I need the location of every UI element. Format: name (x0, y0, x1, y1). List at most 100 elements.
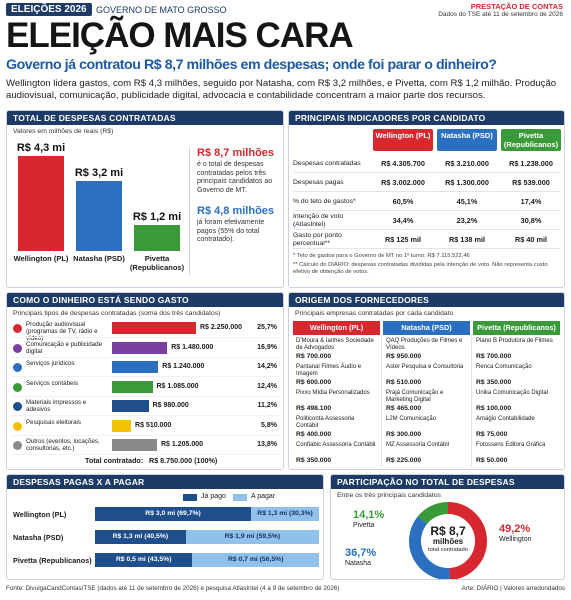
row-rule (11, 434, 279, 436)
cell: 23,2% (456, 216, 478, 225)
unpaid-label: R$ 1,9 mi (59,5%) (224, 533, 281, 540)
donut-slice (417, 502, 449, 525)
row-rule (293, 229, 561, 230)
supplier-name: Pixxo Mídia Personalizados (296, 390, 370, 396)
supplier-name: Prajá Comunicação e Marketing Digital (386, 390, 444, 403)
divider (189, 147, 190, 275)
supplier-value: R$ 700.000 (476, 353, 512, 360)
legend-swatch (183, 494, 197, 501)
supplier-value: R$ 300.000 (386, 431, 422, 438)
divider (381, 337, 382, 467)
row-label: Despesas pagas (293, 179, 344, 186)
paid-label: R$ 0,5 mi (43,5%) (115, 556, 172, 563)
category-label: Wellington (PL) (13, 254, 69, 263)
supplier-value: R$ 50.000 (476, 457, 508, 464)
supplier-value: R$ 100.000 (476, 405, 512, 412)
callout-value: R$ 8,7 milhões (197, 147, 275, 159)
bar (112, 419, 132, 432)
share-category: Natasha (345, 560, 372, 567)
value-label: R$ 1,2 mi (132, 210, 182, 223)
share-label: 16,9% (257, 343, 277, 351)
row-rule (11, 356, 279, 358)
supplier-name: Fotossens Editora Gráfica (476, 442, 546, 448)
row-rule (11, 337, 279, 338)
note: Principais empresas contratadas por cada… (295, 310, 454, 317)
icon (13, 363, 22, 372)
paid-panel: DESPESAS PAGAS X A PAGAR Já pago A pagar We… (6, 474, 324, 580)
category-label: Natasha (PSD) (13, 533, 64, 542)
indicators-panel: PRINCIPAIS INDICADORES POR CANDIDATO Well… (288, 110, 565, 288)
bar (112, 341, 168, 354)
cell: 30,8% (520, 216, 542, 225)
cell: 17,4% (520, 197, 542, 206)
footnote: * Teto de gastos para o Governo de MT no… (293, 253, 470, 259)
bar (18, 156, 64, 251)
panel-title: PRINCIPAIS INDICADORES POR CANDIDATO (289, 111, 564, 125)
supplier-name: QAQ Produções de Filmes e Vídeos (386, 338, 463, 351)
suppliers-panel: ORIGEM DOS FORNECEDORES Principais empres… (288, 292, 565, 470)
donut (409, 502, 487, 579)
subtitle: Governo já contratou R$ 8,7 milhões em d… (6, 57, 497, 73)
supplier-value: R$ 75.000 (476, 431, 508, 438)
legend-label: A pagar (251, 493, 276, 500)
share-panel: PARTICIPAÇÃO NO TOTAL DE DESPESAS Entre o… (330, 474, 565, 580)
cell: R$ 539.000 (512, 178, 550, 187)
unpaid-bar (251, 507, 319, 521)
supplier-value: R$ 400.000 (296, 431, 332, 438)
row-rule (293, 248, 561, 249)
unpaid-bar (192, 553, 319, 567)
note: Valores em milhões de reais (R$) (13, 128, 114, 135)
note: Principais tipos de despesas contratadas… (13, 310, 221, 317)
cell: R$ 1.238.000 (509, 159, 553, 168)
row-rule (11, 395, 279, 397)
icon (13, 343, 22, 353)
bar (112, 322, 196, 334)
value-label: R$ 1.480.000 (171, 343, 214, 351)
row-label: Despesas contratadas (293, 160, 361, 167)
cell: R$ 4.305.700 (381, 159, 425, 168)
column-header: Wellington (PL) (293, 321, 380, 335)
supplier-value: R$ 465.000 (386, 405, 422, 412)
cell: 34,4% (392, 216, 414, 225)
supplier-name: Pantanal Filmes Áudio e Imagem (296, 364, 362, 377)
category-label: Produção audiovisual (programas de TV, r… (26, 321, 98, 343)
row-rule (11, 415, 279, 416)
paid-bar (95, 530, 186, 544)
callout-text: já foram efetivamente pagos (55% do tota… (197, 219, 265, 244)
cell: R$ 40 mil (514, 235, 548, 244)
share-value: 36,7% (345, 547, 377, 559)
paid-label: R$ 1,3 mi (40,5%) (112, 533, 169, 540)
category-label: Pesquisas eleitorais (26, 418, 82, 426)
category-label: Outros (eventos, locações, consultorias,… (26, 438, 100, 453)
supplier-value: R$ 510.000 (386, 379, 422, 386)
panel-title: ORIGEM DOS FORNECEDORES (289, 293, 564, 307)
supplier-value: R$ 600.000 (296, 379, 332, 386)
category-label: Comunicação e publicidade digital (26, 340, 103, 355)
bar (112, 361, 159, 373)
total-value: R$ 8.750.000 (100%) (149, 456, 218, 465)
cell: R$ 125 mil (384, 235, 422, 244)
badge: ELEIÇÕES 2026 (6, 3, 92, 16)
total-panel: TOTAL DE DESPESAS CONTRATADAS Valores em … (6, 110, 284, 288)
unpaid-bar (185, 530, 319, 544)
share-label: 11,2% (257, 402, 277, 409)
panel-title: PARTICIPAÇÃO NO TOTAL DE DESPESAS (331, 475, 564, 489)
value-label: R$ 3,2 mi (74, 166, 124, 179)
row-label: Intenção de voto (AtlasIntel) (293, 213, 344, 228)
category-label: Wellington (PL) (13, 510, 67, 519)
column-header: Pivetta (Republicanos) (501, 129, 561, 151)
category-label: Serviços contábeis (26, 379, 78, 387)
icon (13, 402, 22, 411)
credit: Arte: DIÁRIO | Valores arredondados (461, 585, 565, 592)
category-label: Natasha (PSD) (73, 254, 125, 263)
share-value: 14,1% (353, 509, 385, 521)
date-label: Dados do TSE até 11 de setembro de 2026 (438, 11, 563, 18)
row-rule (293, 210, 561, 211)
icon (13, 324, 22, 333)
center-text: milhões (432, 537, 464, 546)
section-label: PRESTAÇÃO DE CONTAS (470, 2, 563, 11)
paid-label: R$ 3,0 mi (69,7%) (145, 510, 201, 517)
bar (112, 400, 149, 412)
total-label: Total contratado: (85, 456, 144, 465)
panel-title: TOTAL DE DESPESAS CONTRATADAS (7, 111, 283, 125)
